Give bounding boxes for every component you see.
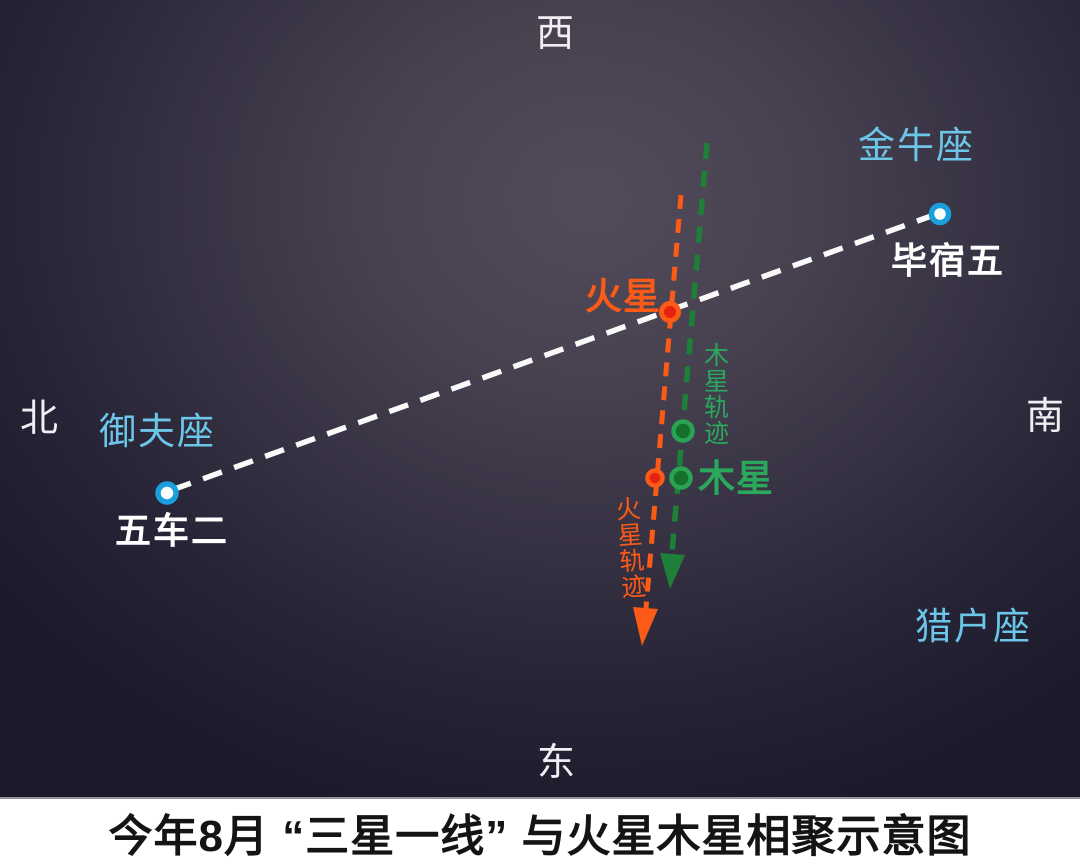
direction-east: 东 xyxy=(537,742,578,784)
direction-south: 南 xyxy=(1026,396,1067,438)
three-star-alignment-line xyxy=(171,212,935,493)
mars-conjunction-dot xyxy=(645,468,665,488)
direction-west: 西 xyxy=(536,13,577,55)
constellation-auriga-label: 御夫座 xyxy=(99,412,216,453)
aldebaran-label: 毕宿五 xyxy=(891,240,1006,281)
diagram-canvas xyxy=(155,142,952,646)
mars-label: 火星 xyxy=(585,276,661,317)
night-sky-background: 西 北 南 东 金牛座 御夫座 猎户座 毕宿五 五车二 火星 木星 木星轨迹 火… xyxy=(0,0,1080,797)
mars-dot xyxy=(659,301,681,323)
mars-track-arrowhead xyxy=(633,607,658,646)
jupiter-track-label: 木星轨迹 xyxy=(700,342,728,446)
mars-track-line xyxy=(643,194,684,609)
jupiter-track-arrowhead xyxy=(660,553,685,589)
aldebaran-star-dot xyxy=(928,202,952,226)
direction-north: 北 xyxy=(20,398,61,440)
constellation-taurus-label: 金牛座 xyxy=(858,126,975,167)
jupiter-dot xyxy=(669,466,693,490)
jupiter-track-position-dot xyxy=(671,419,695,443)
capella-star-dot xyxy=(155,481,179,505)
caption-bar: 今年8月 “三星一线” 与火星木星相聚示意图 xyxy=(0,797,1080,865)
jupiter-label: 木星 xyxy=(698,458,774,499)
diagram-caption: 今年8月 “三星一线” 与火星木星相聚示意图 xyxy=(108,812,972,861)
capella-label: 五车二 xyxy=(115,510,230,551)
constellation-orion-label: 猎户座 xyxy=(915,607,1032,648)
